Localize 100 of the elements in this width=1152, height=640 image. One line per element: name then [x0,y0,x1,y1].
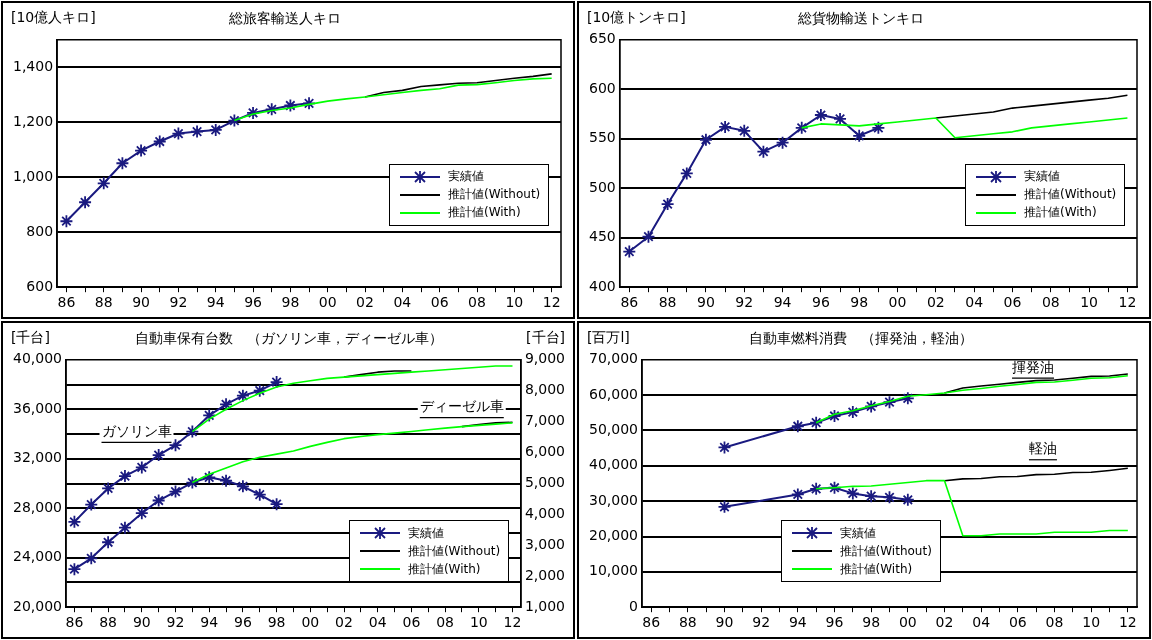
x-tick-label: 08 [1045,614,1064,631]
x-tick-label: 10 [1082,614,1101,631]
y2-tick-label: 6,000 [524,443,566,460]
y2-tick-label: 8,000 [524,381,566,398]
y2-tick-label: 7,000 [524,412,566,429]
y-tick-label: 30,000 [588,491,638,508]
legend-label: 推計値(Without) [448,186,541,203]
y-tick-label: 0 [629,597,638,614]
x-tick-label: 08 [1041,294,1060,311]
x-tick-label: 12 [503,614,522,631]
annotation: ディーゼル車 [419,398,504,415]
x-tick-label: 90 [697,294,715,311]
y-axis-title: [10億トンキロ] [587,9,686,27]
y-tick-label: 450 [588,228,616,245]
x-tick-label: 96 [825,614,844,631]
x-tick-label: 10 [1080,294,1099,311]
annotation: 揮発油 [1012,358,1055,375]
legend-label: 推計値(Without) [407,542,501,560]
x-tick-label: 02 [926,294,945,311]
y-tick-label: 40,000 [588,456,638,473]
y-tick-label: 550 [588,129,616,146]
x-tick-label: 92 [166,614,185,631]
x-tick-label: 96 [244,294,263,311]
y-tick-label: 1,200 [12,112,54,129]
x-tick-label: 92 [735,294,754,311]
x-tick-label: 88 [658,294,677,311]
y2-tick-label: 2,000 [524,566,566,583]
x-tick-label: 94 [206,294,225,311]
y-tick-label: 60,000 [588,385,638,402]
chart-title: 自動車燃料消費 （揮発油，軽油） [749,330,973,347]
x-tick-label: 10 [469,614,488,631]
x-tick-label: 94 [773,294,792,311]
x-tick-label: 86 [620,294,639,311]
x-tick-label: 98 [281,294,300,311]
x-tick-label: 90 [715,614,734,631]
x-tick-label: 86 [65,614,84,631]
x-tick-label: 00 [301,614,320,631]
x-tick-label: 08 [468,294,486,311]
x-tick-label: 10 [505,294,524,311]
y-tick-label: 24,000 [12,548,62,565]
y-axis-title: [千台] [11,329,50,347]
x-tick-label: 94 [788,614,807,631]
x-tick-label: 92 [752,614,771,631]
x-tick-label: 02 [935,614,954,631]
x-tick-label: 90 [132,614,151,631]
x-tick-label: 88 [99,614,118,631]
y-tick-label: 20,000 [12,597,62,614]
y-axis-title: [百万l] [587,329,630,347]
y2-tick-label: 4,000 [524,505,566,522]
x-tick-label: 94 [200,614,219,631]
y-tick-label: 28,000 [12,498,62,515]
x-tick-label: 96 [233,614,252,631]
y-tick-label: 500 [588,178,616,195]
legend-label: 推計値(Without) [1024,186,1117,203]
x-tick-label: 86 [57,294,76,311]
y-tick-label: 1,400 [12,57,54,74]
x-tick-label: 00 [888,294,907,311]
x-tick-label: 08 [436,614,455,631]
y2-axis-title: [千台] [526,329,565,347]
annotation: ガソリン車 [101,423,172,440]
x-tick-label: 90 [132,294,150,311]
x-tick-label: 04 [368,614,387,631]
chart-title: 総旅客輸送人キロ [228,10,341,27]
x-tick-label: 12 [1118,614,1137,631]
y2-tick-label: 1,000 [524,597,566,614]
legend-label: 推計値(With) [407,560,481,578]
y-tick-label: 800 [26,222,54,239]
x-tick-label: 98 [850,294,869,311]
legend-label: 推計値(With) [448,204,521,221]
y-tick-label: 40,000 [12,350,62,367]
y-tick-label: 600 [588,79,616,96]
x-tick-label: 06 [402,614,421,631]
x-tick-label: 04 [965,294,984,311]
x-tick-label: 00 [318,294,337,311]
legend-label: 実績値 [407,524,444,542]
annotation: 軽油 [1028,440,1057,457]
y-tick-label: 32,000 [12,449,62,466]
x-tick-label: 00 [898,614,917,631]
y-axis-title: [10億人キロ] [11,9,96,27]
y-tick-label: 650 [588,30,616,47]
chart-title: 総貨物輸送トンキロ [797,10,924,27]
chart-title: 自動車保有台数 （ガソリン車，ディーゼル車） [135,330,443,347]
x-tick-label: 92 [169,294,188,311]
x-tick-label: 06 [1008,614,1027,631]
x-tick-label: 88 [94,294,113,311]
legend-label: 推計値(With) [839,560,913,578]
y2-tick-label: 9,000 [524,350,566,367]
x-tick-label: 04 [972,614,991,631]
x-tick-label: 04 [393,294,412,311]
y-tick-label: 1,000 [12,167,54,184]
legend-label: 推計値(With) [1024,204,1097,221]
y-tick-label: 600 [26,277,54,294]
y-tick-label: 50,000 [588,421,638,438]
x-tick-label: 12 [542,294,561,311]
legend-label: 推計値(Without) [839,542,932,560]
legend-label: 実績値 [448,168,484,185]
x-tick-label: 12 [1118,294,1137,311]
x-tick-label: 06 [1003,294,1022,311]
x-tick-label: 02 [356,294,374,311]
x-tick-label: 96 [811,294,830,311]
